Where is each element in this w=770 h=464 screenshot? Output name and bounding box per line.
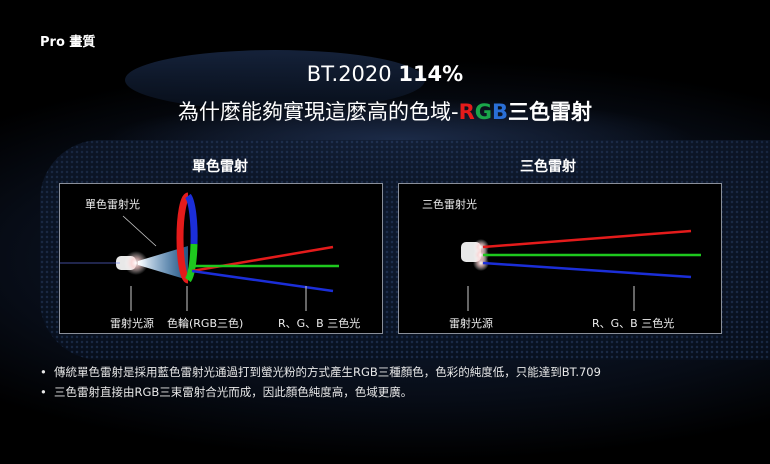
blue-laser-beam: [138, 246, 188, 280]
headline: BT.2020 114%: [0, 62, 770, 86]
bullet-item: • 三色雷射直接由RGB三束雷射合光而成，因此顏色純度高，色域更廣。: [40, 384, 412, 400]
letter-r: R: [458, 100, 475, 124]
bullet-item: • 傳統單色雷射是採用藍色雷射光通過打到螢光粉的方式產生RGB三種顏色，色彩的純度…: [40, 364, 601, 380]
beam-label: 單色雷射光: [85, 198, 140, 211]
projector-lens-graphic: [125, 50, 425, 110]
red-beam: [482, 229, 692, 249]
bullet-text: 傳統單色雷射是採用藍色雷射光通過打到螢光粉的方式產生RGB三種顏色，色彩的純度低…: [54, 365, 601, 379]
headline-value: 114%: [398, 62, 464, 86]
blue-glow: [473, 255, 489, 271]
triple-laser-panel: 三色雷射光 雷射光源 R、G、B 三色光: [398, 183, 722, 334]
color-wheel-red: [176, 192, 190, 284]
label-color-wheel: 色輪(RGB三色): [167, 317, 244, 330]
blue-beam: [482, 261, 692, 279]
bullet-icon: •: [40, 365, 47, 379]
red-beam: [191, 245, 334, 273]
label-source: 雷射光源: [449, 317, 493, 330]
color-wheel-green: [185, 243, 198, 283]
brand-label: Pro 畫質: [40, 35, 96, 50]
triple-laser-diagram: [461, 229, 701, 311]
beam-pointer-line: [122, 215, 157, 247]
single-laser-diagram: [60, 192, 339, 311]
label-source: 雷射光源: [110, 317, 154, 330]
headline-prefix: BT.2020: [306, 62, 399, 86]
beam-label: 三色雷射光: [422, 198, 477, 211]
laser-glow: [124, 251, 148, 275]
subheadline-suffix: 三色雷射: [508, 100, 592, 124]
label-rgb: R、G、B 三色光: [278, 317, 361, 330]
blue-beam: [191, 269, 334, 293]
subheadline-text: 為什麼能夠實現這麼高的色域-: [177, 100, 459, 124]
subheadline: 為什麼能夠實現這麼高的色域-RGB三色雷射: [0, 96, 770, 126]
color-wheel-blue: [185, 193, 198, 245]
panel-title-triple: 三色雷射: [520, 159, 576, 175]
bullet-icon: •: [40, 385, 47, 399]
letter-g: G: [474, 100, 492, 124]
panel-title-single: 單色雷射: [192, 159, 248, 175]
label-rgb: R、G、B 三色光: [592, 317, 675, 330]
letter-b: B: [491, 100, 508, 124]
bullet-text: 三色雷射直接由RGB三束雷射合光而成，因此顏色純度高，色域更廣。: [54, 385, 413, 399]
single-laser-panel: 單色雷射光 雷射光源 色輪(RGB三色) R、G、B 三色光: [59, 183, 383, 334]
